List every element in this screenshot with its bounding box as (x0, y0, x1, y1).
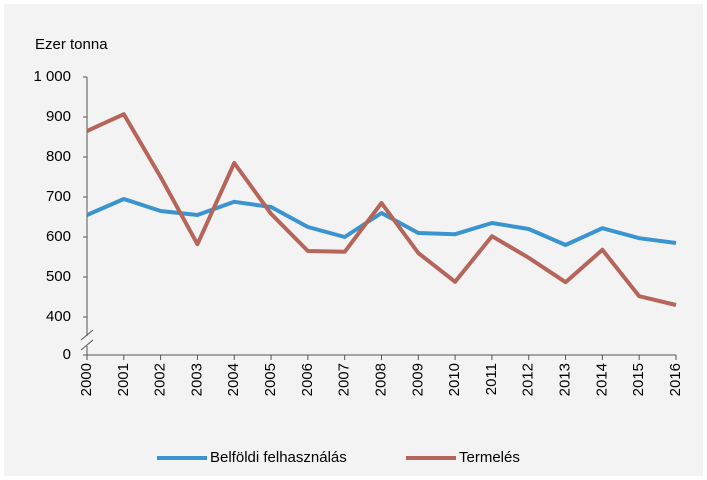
y-tick-label: 900 (46, 108, 71, 125)
y-tick-label: 0 (63, 346, 71, 363)
x-tick-label: 2016 (667, 363, 684, 396)
x-tick-label: 2013 (557, 363, 574, 396)
x-tick-label: 2011 (483, 363, 500, 395)
series-line (86, 112, 677, 307)
legend-label: Belföldi felhasználás (210, 449, 347, 466)
y-axis-label: Ezer tonna (35, 36, 108, 53)
x-tick-label: 2012 (520, 363, 537, 396)
x-tick-label: 2005 (262, 363, 279, 396)
x-tick-label: 2004 (225, 363, 242, 396)
y-tick-label: 1 000 (33, 68, 71, 85)
x-tick-label: 2003 (188, 363, 205, 396)
x-tick-label: 2009 (409, 363, 426, 396)
x-tick-label: 2007 (336, 363, 353, 396)
y-tick-label: 600 (46, 228, 71, 245)
y-tick-label: 800 (46, 148, 71, 165)
x-tick-label: 2006 (299, 363, 316, 396)
legend-label: Termelés (459, 449, 520, 466)
x-tick-label: 2000 (78, 363, 95, 396)
y-tick-label: 700 (46, 188, 71, 205)
axis-break (80, 329, 94, 341)
x-tick-label: 2002 (152, 363, 169, 396)
x-tick-label: 2001 (115, 363, 132, 396)
axis-break (80, 339, 94, 351)
series-line (86, 197, 677, 247)
y-tick-label: 500 (46, 268, 71, 285)
x-tick-label: 2008 (372, 363, 389, 396)
x-tick-label: 2015 (630, 363, 647, 396)
y-tick-label: 400 (46, 308, 71, 325)
x-tick-label: 2014 (593, 363, 610, 396)
x-tick-label: 2010 (446, 363, 463, 396)
